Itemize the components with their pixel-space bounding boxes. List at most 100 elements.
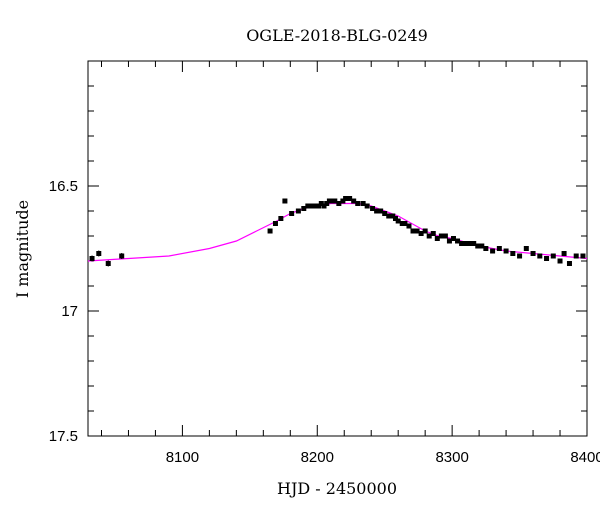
data-marker — [343, 196, 349, 201]
data-point — [450, 236, 456, 241]
data-point — [483, 246, 489, 251]
data-point — [105, 260, 111, 267]
data-marker — [329, 198, 335, 204]
data-marker — [360, 201, 366, 206]
data-marker — [399, 221, 405, 226]
data-point — [351, 198, 357, 204]
x-tick-label: 8100 — [166, 449, 199, 466]
data-point — [360, 201, 366, 206]
data-point — [364, 203, 370, 209]
data-marker — [374, 208, 380, 214]
data-marker — [318, 201, 324, 206]
data-marker — [490, 248, 496, 254]
data-point — [89, 255, 95, 262]
data-point — [410, 228, 416, 234]
data-marker — [316, 203, 322, 209]
data-point — [332, 198, 338, 204]
data-point — [530, 251, 536, 256]
data-point — [426, 233, 432, 239]
data-marker — [289, 211, 295, 216]
x-tick-label: 8300 — [435, 449, 468, 466]
data-point — [289, 211, 295, 216]
data-point — [386, 213, 392, 219]
chart-title: OGLE-2018-BLG-0249 — [246, 26, 428, 45]
data-marker — [557, 258, 563, 264]
data-point — [580, 253, 586, 259]
data-marker — [355, 201, 361, 206]
data-point — [336, 201, 342, 206]
data-point — [490, 248, 496, 254]
data-point — [446, 238, 452, 244]
data-marker — [459, 241, 465, 246]
data-point — [370, 206, 376, 211]
y-axis-label: I magnitude — [13, 200, 32, 298]
data-marker — [282, 198, 288, 204]
data-marker — [463, 241, 469, 246]
data-marker — [530, 251, 536, 256]
data-point — [272, 221, 278, 226]
x-tick-label: 8400 — [570, 449, 600, 466]
x-tick-label: 8200 — [301, 449, 334, 466]
data-marker — [537, 253, 543, 259]
data-point — [434, 236, 440, 241]
data-point — [355, 201, 361, 206]
data-marker — [510, 251, 516, 256]
data-marker — [406, 223, 412, 229]
data-point — [305, 203, 311, 209]
data-marker — [351, 198, 357, 204]
plot-area — [87, 196, 588, 267]
data-marker — [370, 206, 376, 211]
data-point — [347, 196, 353, 201]
data-point — [395, 218, 401, 224]
data-point — [316, 203, 322, 209]
data-marker — [301, 206, 307, 211]
data-point — [496, 246, 502, 251]
data-point — [374, 208, 380, 214]
data-marker — [467, 241, 473, 246]
data-marker — [544, 256, 550, 261]
data-point — [343, 196, 349, 201]
data-marker — [278, 216, 284, 221]
data-point — [537, 253, 543, 259]
data-point — [295, 208, 301, 214]
data-marker — [305, 203, 311, 209]
axis-ticks — [88, 60, 588, 437]
data-marker — [96, 251, 102, 256]
data-point — [510, 251, 516, 256]
data-point — [326, 198, 332, 204]
data-marker — [386, 213, 392, 219]
data-point — [503, 248, 509, 254]
data-point — [313, 203, 319, 209]
axis-tick-labels: 8100 8200 8300 8400 16.5 17 17.5 — [49, 178, 600, 466]
y-tick-label: 17.5 — [49, 428, 78, 445]
data-point — [479, 243, 485, 249]
data-point — [557, 258, 563, 264]
data-point — [463, 241, 469, 246]
data-marker — [573, 253, 579, 259]
data-point — [390, 213, 396, 219]
data-marker — [295, 208, 301, 214]
data-marker — [336, 201, 342, 206]
data-point — [459, 241, 465, 246]
data-point — [96, 250, 102, 257]
data-marker — [422, 228, 428, 234]
data-point — [301, 206, 307, 211]
x-axis-label: HJD - 2450000 — [277, 479, 397, 498]
data-marker — [561, 251, 567, 256]
data-point — [402, 221, 408, 226]
data-marker — [390, 213, 396, 219]
data-marker — [402, 221, 408, 226]
data-marker — [326, 198, 332, 204]
data-marker — [442, 233, 448, 239]
data-point — [382, 211, 388, 216]
y-tick-label: 17 — [61, 303, 78, 320]
plot-frame — [87, 60, 588, 437]
data-marker — [434, 236, 440, 241]
data-marker — [483, 246, 489, 251]
data-point — [119, 253, 125, 259]
data-marker — [496, 246, 502, 251]
data-marker — [395, 218, 401, 224]
data-marker — [272, 221, 278, 226]
data-marker — [410, 228, 416, 234]
data-point — [267, 228, 273, 234]
